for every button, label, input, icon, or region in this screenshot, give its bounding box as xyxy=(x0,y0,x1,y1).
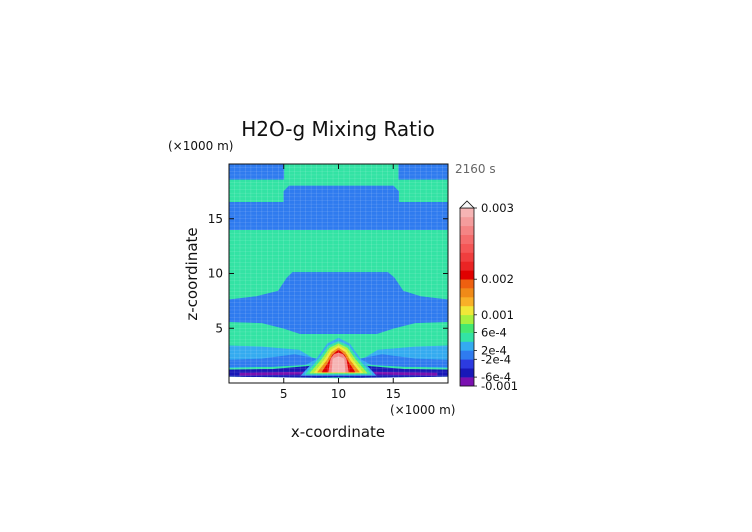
x-tick-label: 15 xyxy=(386,387,401,401)
colorbar-label: 0.001 xyxy=(481,308,514,322)
colorbar-swatch xyxy=(460,314,474,324)
band-middle xyxy=(229,272,448,335)
colorbar-swatch xyxy=(460,323,474,333)
band-top-left xyxy=(229,164,285,180)
colorbar-swatch xyxy=(460,243,474,253)
band-upper xyxy=(229,185,448,230)
x-tick-label: 10 xyxy=(331,387,346,401)
y-tick-label: 10 xyxy=(208,267,223,281)
x-axis-label: x-coordinate xyxy=(291,423,385,441)
colorbar: 0.003 0.002 0.001 6e-4 2e-4-2e-4 -6e-4-0.001 xyxy=(459,200,518,393)
band-lower-right-blue xyxy=(360,354,448,367)
heatmap-field xyxy=(229,164,448,383)
y-unit-label: (×1000 m) xyxy=(168,139,233,153)
colorbar-swatch xyxy=(460,288,474,298)
y-axis-label: z-coordinate xyxy=(183,227,201,320)
colorbar-swatch xyxy=(460,305,474,316)
colorbar-swatch xyxy=(460,341,474,351)
y-tick-label: 15 xyxy=(208,212,223,226)
time-label: 2160 s xyxy=(455,162,496,176)
colorbar-label: 0.002 xyxy=(481,272,514,286)
y-axis-ticks: 5 10 15 xyxy=(208,212,448,335)
colorbar-label: -2e-4 xyxy=(481,352,511,366)
colorbar-label: 6e-4 xyxy=(481,326,507,340)
colorbar-swatch xyxy=(460,297,474,307)
colorbar-label: -0.001 xyxy=(481,379,518,393)
colorbar-swatch xyxy=(460,350,474,360)
colorbar-swatch xyxy=(460,270,474,280)
grid-lines xyxy=(229,164,448,383)
colorbar-extend-arrow xyxy=(459,200,475,209)
colorbar-swatch xyxy=(460,252,474,262)
colorbar-swatch xyxy=(460,208,474,218)
colorbar-label: 2e-4 xyxy=(481,343,507,357)
chart-title: H2O-g Mixing Ratio xyxy=(241,117,435,141)
colorbar-swatch xyxy=(460,261,474,271)
colorbar-swatch xyxy=(460,332,474,342)
colorbar-swatch xyxy=(460,225,474,235)
colorbar-swatch xyxy=(460,368,474,378)
y-tick-label: 5 xyxy=(215,321,223,335)
colorbar-label: 0.003 xyxy=(481,201,514,215)
x-tick-label: 5 xyxy=(280,387,288,401)
colorbar-swatch xyxy=(460,359,474,369)
band-top-right xyxy=(398,164,448,180)
x-axis-ticks: 5 10 15 xyxy=(280,164,401,401)
x-unit-label: (×1000 m) xyxy=(390,403,455,417)
plume-core xyxy=(331,356,346,373)
colorbar-swatch xyxy=(460,279,474,289)
colorbar-label: -6e-4 xyxy=(481,370,511,384)
band-lower-left-blue xyxy=(229,354,317,367)
colorbar-swatch xyxy=(460,234,474,244)
colorbar-swatch xyxy=(460,377,474,387)
colorbar-swatch xyxy=(460,216,474,227)
